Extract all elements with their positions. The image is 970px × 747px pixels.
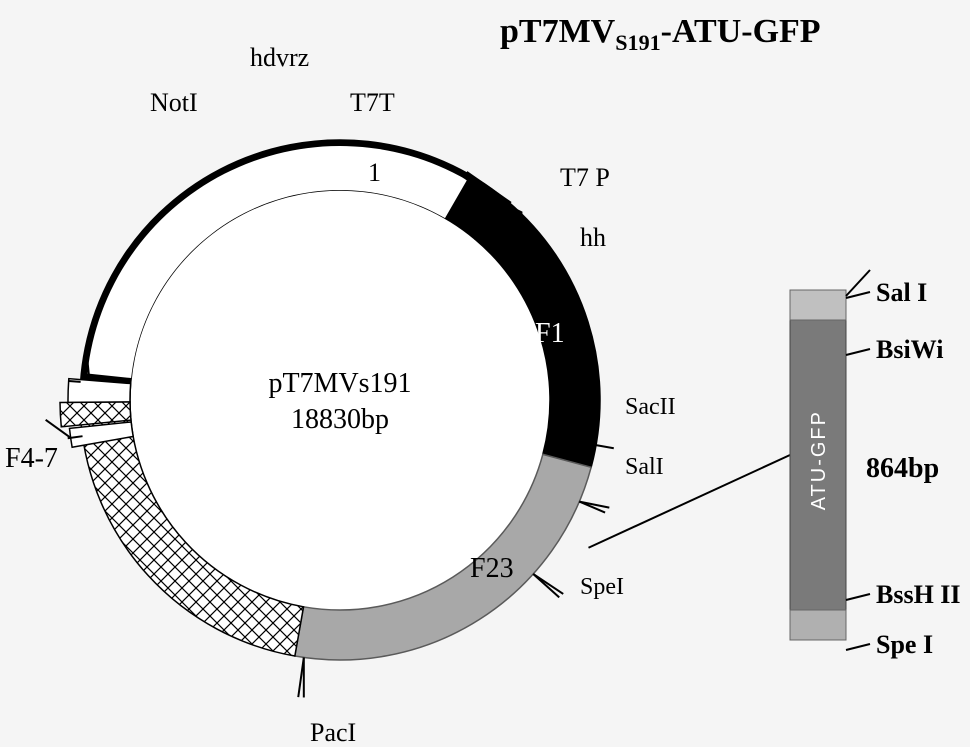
insert-size-label: 864bp [866,455,939,483]
label-F4_7: F4-7 [5,445,58,473]
diagram-stage: pT7MVS191-ATU-GFP pT7MVs19118830bp hdvrz… [0,0,970,740]
label-NotI: NotI [150,90,198,116]
insert-bottom-cap [790,610,846,640]
insert-connector [588,455,790,548]
insert-marker-BssHII: BssH II [876,582,961,608]
label-hh: hh [580,225,606,251]
insert-tick-SpeI_ins [846,644,870,650]
label-PacI: PacI [310,720,356,746]
label-hdvrz: hdvrz [250,45,309,71]
insert-tick-BssHII [846,594,870,600]
label-SacII: SacII [625,395,676,419]
label-T7P: T7 P [560,165,610,191]
insert-marker-SpeI_ins: Spe I [876,632,933,658]
plasmid-svg: pT7MVs191 18830bp [0,0,970,740]
label-SpeI_ring: SpeI [580,575,624,599]
plasmid-name: pT7MVs191 [268,368,411,399]
insert-marker-BsiWi: BsiWi [876,337,943,363]
label-T7T: T7T [350,90,395,116]
label-F1: F1 [535,320,565,348]
plasmid-size: 18830bp [291,404,389,435]
insert-label: ATU-GFP [808,410,831,510]
insert-top-cap [790,290,846,320]
insert-tick-BsiWi [846,349,870,355]
label-one: 1 [368,160,381,186]
label-F23: F23 [470,555,514,583]
insert-marker-SalI_ins: Sal I [876,280,927,306]
label-SalI_ring: SalI [625,455,664,479]
